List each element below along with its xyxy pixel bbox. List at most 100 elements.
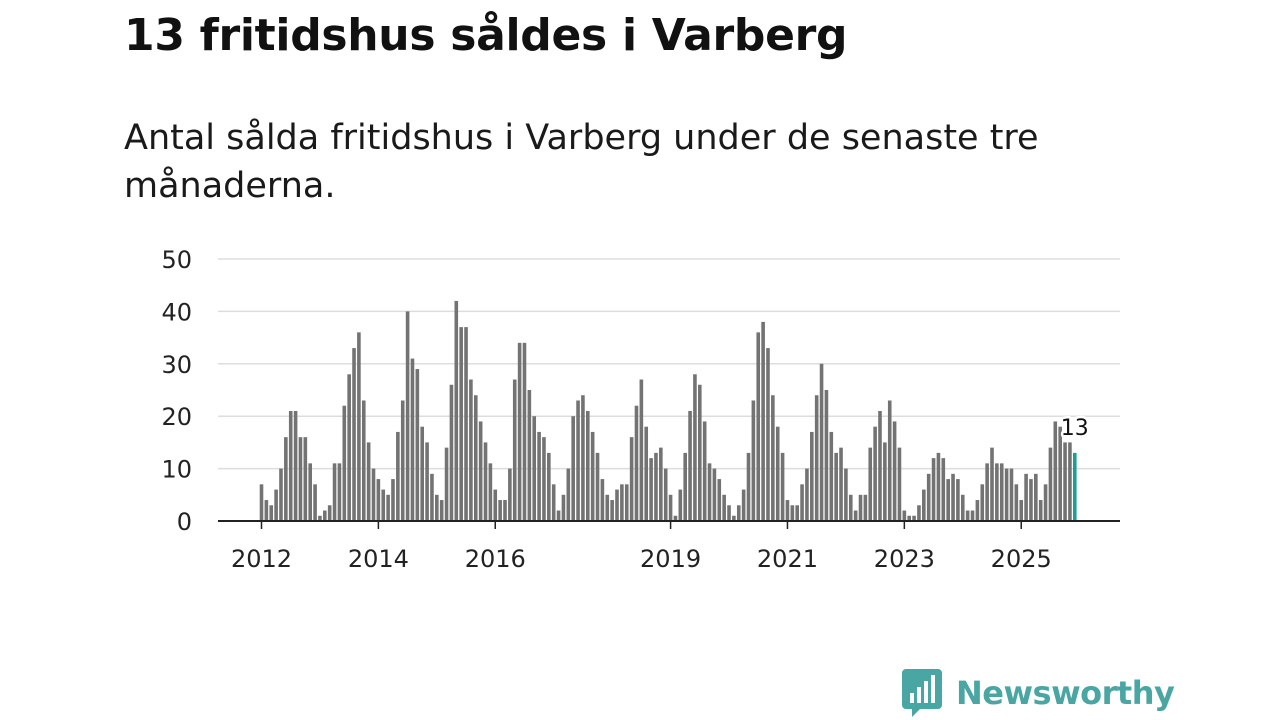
bar — [508, 468, 512, 521]
bar — [722, 494, 726, 521]
bar — [756, 332, 761, 521]
bar — [1068, 442, 1072, 521]
bar — [347, 374, 351, 521]
bar — [308, 463, 312, 521]
bar — [960, 494, 965, 521]
bar — [922, 489, 926, 521]
bar — [1019, 500, 1024, 521]
bar — [732, 515, 736, 521]
bar — [517, 342, 522, 521]
bar — [435, 494, 439, 521]
bar — [878, 410, 882, 521]
bar — [264, 500, 269, 521]
bar — [834, 452, 838, 521]
bar — [357, 332, 361, 521]
bar — [814, 395, 819, 521]
bar — [824, 390, 829, 521]
bar — [551, 484, 556, 521]
bar — [444, 447, 449, 521]
bar — [318, 515, 322, 521]
bar — [313, 484, 317, 521]
bar — [527, 390, 532, 521]
bar — [327, 505, 332, 521]
bar — [1024, 473, 1028, 521]
bar — [868, 447, 873, 521]
bar — [493, 489, 498, 521]
bar — [371, 468, 376, 521]
bar — [897, 447, 902, 521]
bar — [498, 500, 502, 521]
bar — [376, 479, 381, 521]
bar — [829, 431, 834, 521]
bar — [284, 437, 288, 521]
bar — [459, 327, 463, 521]
newsworthy-logo-text: Newsworthy — [956, 674, 1175, 712]
bar — [1029, 479, 1033, 521]
bar — [269, 505, 274, 521]
bar — [999, 463, 1004, 521]
bar — [956, 479, 960, 521]
bar — [912, 515, 916, 521]
bar — [620, 484, 624, 521]
bar — [1004, 468, 1009, 521]
bar — [810, 431, 814, 521]
bar — [800, 484, 804, 521]
bar — [873, 426, 877, 521]
bar — [381, 489, 386, 521]
bar — [547, 452, 551, 521]
annotations: 13 — [1058, 414, 1091, 444]
x-axis-labels: 2012 2014 2016 2019 2021 2023 2025 — [231, 521, 1052, 573]
bar — [556, 510, 561, 521]
bar — [1058, 426, 1062, 521]
bar — [678, 489, 683, 521]
bar — [848, 494, 853, 521]
bar — [990, 447, 994, 521]
bar — [736, 505, 741, 521]
y-tick-label-40: 40 — [161, 298, 192, 326]
bar — [917, 505, 921, 521]
bar — [1014, 484, 1019, 521]
bar — [590, 431, 595, 521]
bar — [839, 447, 843, 521]
bar — [366, 442, 371, 521]
bar — [892, 421, 897, 521]
bar — [405, 311, 410, 521]
bar — [951, 473, 955, 521]
bar — [863, 494, 868, 521]
bar — [293, 410, 298, 521]
x-tick-label-2014: 2014 — [348, 545, 409, 573]
bar — [464, 327, 468, 521]
bar — [303, 437, 308, 521]
bar — [425, 442, 429, 521]
bar — [566, 468, 571, 521]
bar — [512, 379, 517, 521]
bar — [439, 500, 444, 521]
bar — [761, 321, 765, 521]
bar — [352, 348, 356, 521]
bar — [449, 384, 454, 521]
bar — [746, 452, 751, 521]
bar — [702, 421, 707, 521]
gridlines — [218, 258, 1120, 470]
bar — [323, 510, 327, 521]
y-tick-label-20: 20 — [161, 403, 192, 431]
bar — [615, 489, 619, 521]
bar — [1043, 484, 1048, 521]
bar — [610, 500, 614, 521]
bar — [819, 363, 824, 521]
bar — [396, 431, 400, 521]
bar — [410, 358, 415, 521]
x-tick-label-2019: 2019 — [640, 545, 701, 573]
bar — [683, 452, 687, 521]
bar — [771, 395, 775, 521]
bar — [717, 479, 722, 521]
bar — [688, 410, 692, 521]
bar — [693, 374, 697, 521]
bar — [975, 500, 980, 521]
y-tick-label-0: 0 — [177, 508, 192, 536]
bar — [361, 400, 366, 521]
bar — [649, 458, 653, 521]
bar — [522, 342, 527, 521]
bar — [503, 500, 507, 521]
bar — [488, 463, 493, 521]
